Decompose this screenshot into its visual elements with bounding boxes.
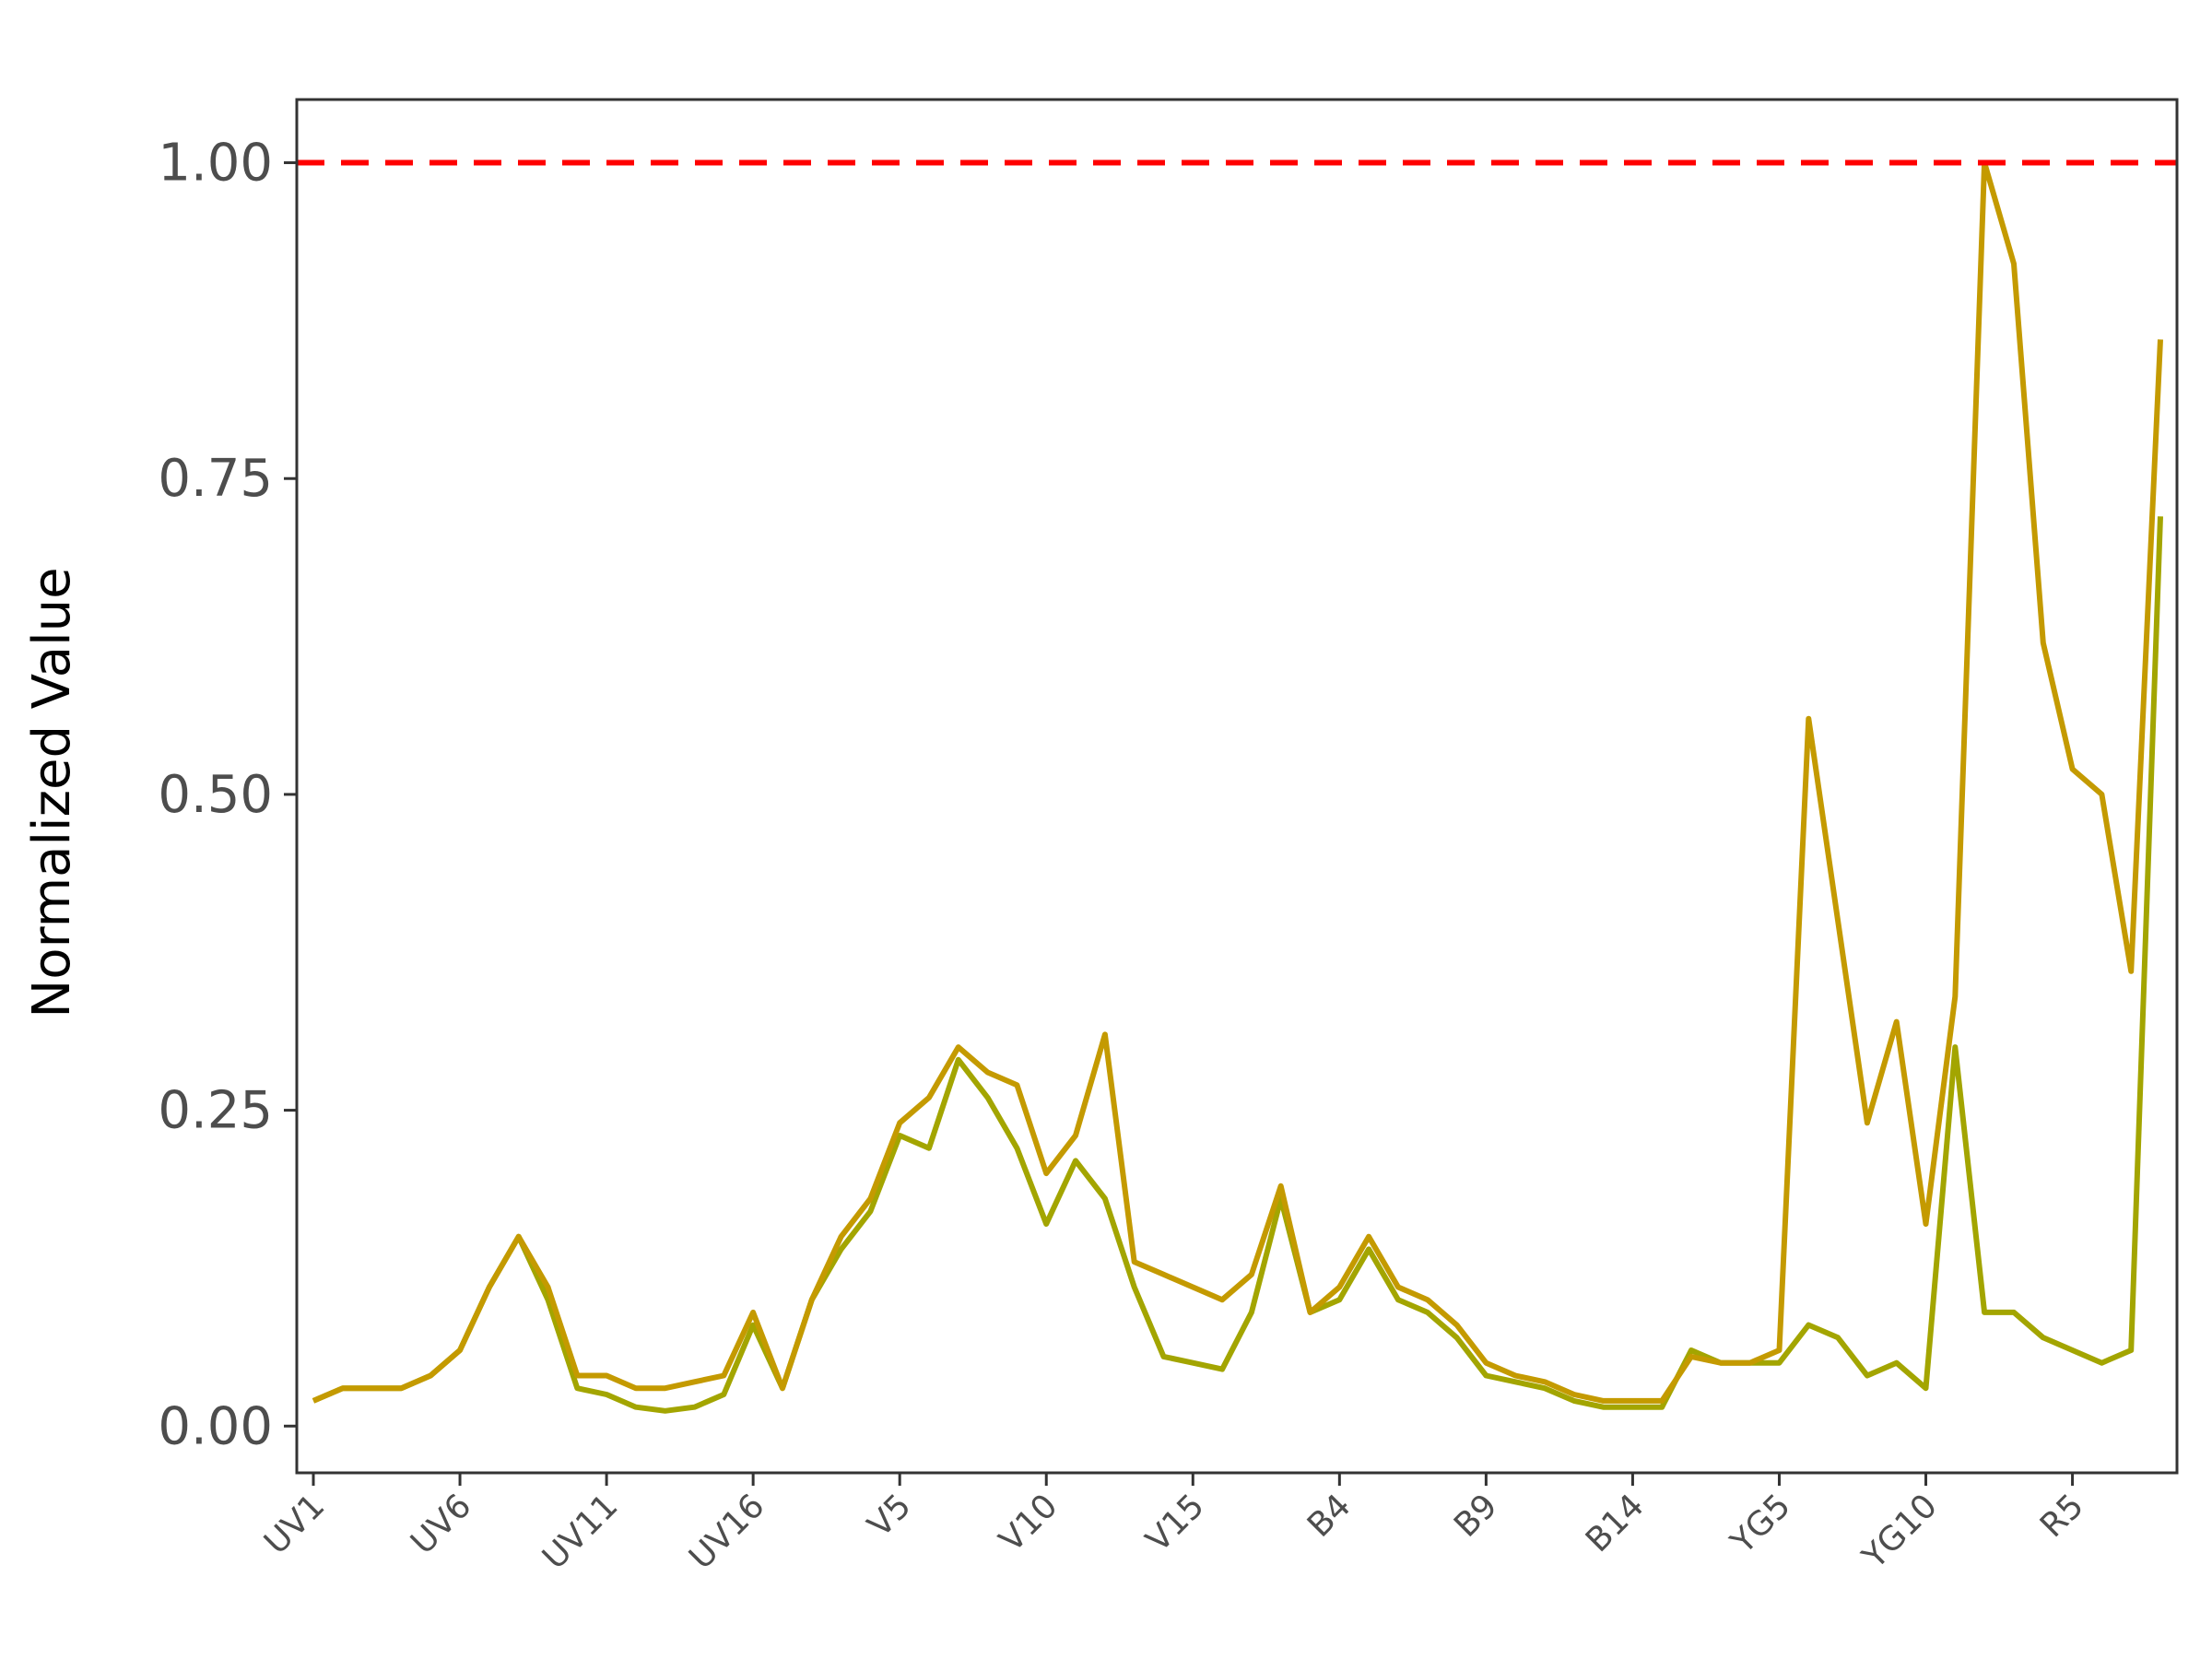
y-tick-label: 0.25 bbox=[158, 1081, 273, 1141]
series-layer bbox=[312, 159, 2163, 1414]
series-line-2 bbox=[312, 159, 2163, 1404]
series-line-1 bbox=[312, 516, 2163, 1414]
y-tick-label: 0.75 bbox=[158, 449, 273, 509]
y-tick-label: 1.00 bbox=[158, 134, 273, 194]
y-axis: 0.00 0.25 0.50 0.75 1.00 bbox=[158, 134, 297, 1456]
y-tick-label: 0.00 bbox=[158, 1396, 273, 1456]
plot-frame bbox=[295, 98, 2179, 1475]
y-axis-title: Normalized Value bbox=[22, 567, 82, 1018]
y-tick-label: 0.50 bbox=[158, 765, 273, 825]
